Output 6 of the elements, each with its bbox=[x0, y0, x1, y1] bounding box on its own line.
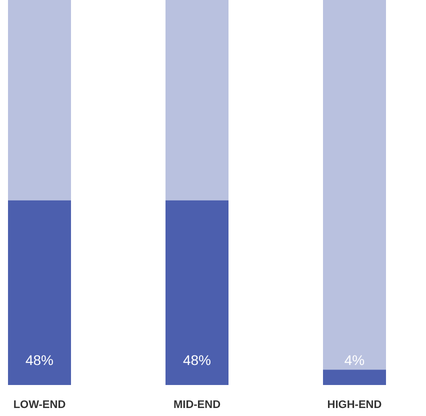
x-tick-label: HIGH-END bbox=[327, 399, 382, 411]
data-label: 48% bbox=[25, 352, 54, 368]
data-label: 48% bbox=[182, 352, 212, 368]
data-label: 4% bbox=[344, 352, 365, 368]
x-tick-label: LOW-END bbox=[13, 399, 66, 411]
x-tick-label: MID-END bbox=[173, 399, 221, 411]
